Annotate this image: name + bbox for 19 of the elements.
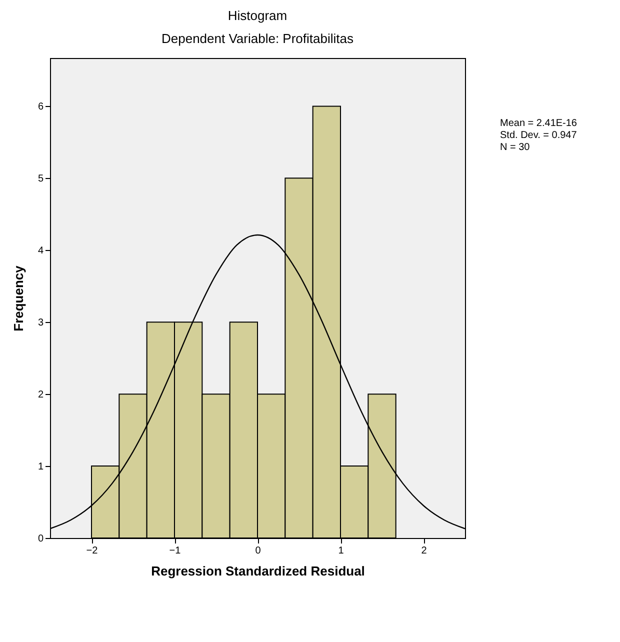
x-axis-title: Regression Standardized Residual (151, 564, 365, 578)
y-tick-label: 3 (38, 318, 44, 329)
y-tick-label: 0 (38, 534, 44, 544)
chart-title: Histogram (228, 8, 288, 23)
text: Std. Dev. = 0.947 (500, 130, 577, 142)
y-tick-label: 4 (38, 246, 44, 257)
x-tick-label: 2 (421, 546, 428, 556)
text: N = 30 (500, 142, 531, 154)
x-tick-label: 0 (255, 546, 262, 556)
y-axis-title: Frequency (10, 264, 26, 332)
y-tick-label: 2 (38, 390, 44, 401)
x-tick-label: −2 (86, 546, 98, 556)
x-tick-label: 1 (338, 546, 344, 556)
y-tick-label: 6 (38, 102, 44, 113)
y-tick-label: 5 (38, 174, 44, 185)
x-tick-label: −1 (169, 546, 182, 556)
text: Mean = 2.41E-16 (500, 118, 577, 130)
y-tick-label: 1 (38, 462, 44, 473)
chart-subtitle: Dependent Variable: Profitabilitas (162, 31, 354, 46)
